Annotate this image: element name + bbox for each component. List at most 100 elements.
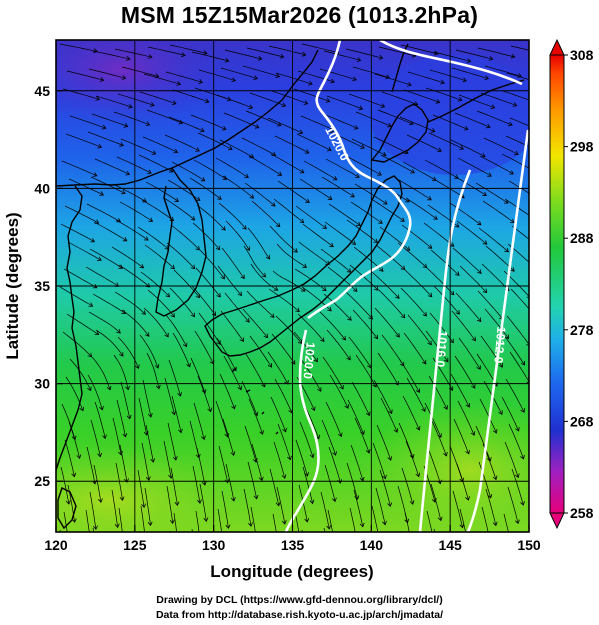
streamline-arrowhead: [186, 362, 191, 368]
colorbar-label: 298: [570, 139, 594, 155]
streamline-arrowhead: [275, 501, 281, 507]
streamline-arrowhead: [190, 312, 195, 318]
streamline-arrowhead: [173, 148, 179, 154]
streamline-arrowhead: [382, 520, 387, 526]
streamline-arrowhead: [216, 340, 221, 345]
streamline: [117, 93, 155, 106]
streamline-arrowhead: [536, 149, 540, 153]
streamline: [538, 440, 552, 475]
streamline: [89, 491, 97, 530]
x-axis-ticks: 120 125 130 135 140 145 150: [44, 525, 541, 553]
streamline-arrowhead: [351, 240, 357, 245]
streamline: [216, 94, 253, 109]
streamline-arrowhead: [145, 332, 150, 337]
streamline: [458, 337, 481, 370]
streamline-arrowhead: [422, 263, 428, 269]
streamline-arrowhead: [463, 125, 469, 131]
streamline-arrowhead: [514, 150, 519, 156]
streamline: [190, 114, 227, 130]
streamline-arrowhead: [354, 495, 360, 501]
streamline-arrowhead: [504, 199, 509, 204]
ryukyu-islands: [231, 367, 279, 435]
streamline: [323, 527, 326, 532]
streamline-arrowhead: [510, 267, 515, 272]
streamline: [120, 138, 156, 155]
streamline: [398, 179, 432, 201]
streamline-arrowhead: [333, 543, 337, 547]
streamline-arrowhead: [125, 170, 131, 176]
streamline: [241, 380, 258, 416]
streamline-arrowhead: [299, 169, 305, 174]
streamline-arrowhead: [492, 475, 498, 481]
streamline-arrowhead: [415, 426, 421, 431]
streamline-arrowhead: [253, 494, 259, 500]
streamline-arrowhead: [194, 563, 198, 567]
streamline: [454, 112, 491, 128]
streamline-arrowhead: [97, 452, 103, 458]
streamline-arrowhead: [543, 499, 547, 503]
streamline: [455, 49, 493, 60]
korean-peninsula-coast: [155, 167, 207, 317]
streamline: [244, 425, 257, 463]
streamline-arrowhead: [568, 98, 572, 102]
streamline-arrowhead: [313, 357, 318, 363]
streamline: [60, 466, 70, 505]
streamline: [484, 65, 522, 77]
streamline-arrowhead: [195, 245, 200, 251]
streamline-arrowhead: [365, 449, 371, 454]
streamline: [296, 133, 332, 151]
streamline: [191, 528, 193, 532]
streamline-arrowhead: [92, 525, 98, 531]
streamline-arrowhead: [482, 568, 486, 572]
streamline: [457, 400, 475, 436]
streamline-arrowhead: [331, 497, 337, 503]
streamline: [323, 293, 352, 321]
streamline: [92, 527, 94, 532]
streamline: [347, 399, 365, 435]
streamline: [379, 469, 391, 507]
streamline-arrowhead: [99, 191, 104, 196]
streamline-arrowhead: [117, 569, 121, 573]
streamline-arrowhead: [325, 98, 331, 103]
taiwan: [57, 487, 77, 530]
streamline: [143, 307, 169, 338]
streamline-arrowhead: [201, 389, 207, 394]
streamline: [224, 292, 250, 323]
streamline: [450, 373, 470, 408]
streamline-arrowhead: [106, 385, 112, 391]
streamline-arrowhead: [225, 524, 231, 529]
streamline: [86, 446, 96, 484]
streamline: [93, 464, 102, 503]
streamline: [532, 359, 552, 391]
streamline: [459, 508, 466, 532]
streamline: [509, 117, 529, 127]
streamline: [324, 221, 356, 245]
streamline: [345, 48, 383, 59]
streamline: [166, 242, 195, 269]
streamline-arrowhead: [141, 503, 147, 509]
streamline-arrowhead: [197, 499, 202, 504]
streamline: [353, 489, 364, 527]
hokkaido: [370, 103, 429, 163]
streamline: [454, 355, 476, 389]
streamline: [347, 156, 382, 176]
streamline-arrowhead: [543, 406, 547, 410]
streamline-arrowhead: [172, 456, 178, 461]
streamline: [301, 43, 339, 54]
streamline: [112, 417, 122, 455]
streamline: [195, 510, 200, 532]
streamline-arrowhead: [248, 522, 253, 527]
streamline: [86, 203, 121, 223]
streamline: [527, 376, 529, 380]
streamline: [93, 221, 127, 242]
streamline: [218, 445, 229, 483]
streamline: [459, 265, 488, 293]
streamline-arrowhead: [359, 522, 365, 528]
streamline: [302, 223, 334, 247]
streamline: [276, 243, 307, 268]
streamline: [277, 423, 291, 460]
streamline: [428, 132, 464, 150]
streamline: [452, 247, 482, 274]
japan-main-islands: [204, 175, 403, 357]
map-title: MSM 15Z15Mar2026 (1013.2hPa): [120, 2, 479, 28]
